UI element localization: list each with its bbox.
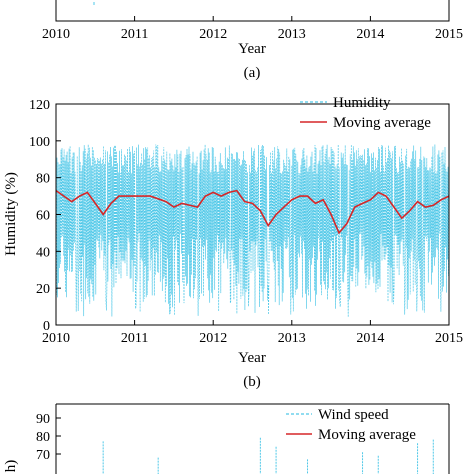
- wind-speed-series: [102, 437, 434, 474]
- humidity-trace: [55, 144, 450, 318]
- panel-a-frame: [55, 0, 450, 22]
- y-tick-label: 120: [29, 98, 50, 113]
- x-tick-label: 2014: [356, 331, 384, 346]
- panel-b-legend: Humidity Moving average: [300, 95, 431, 131]
- legend-average-label: Moving average: [333, 115, 431, 131]
- y-tick-label: 80: [36, 172, 50, 187]
- y-tick-label: 90: [36, 412, 50, 427]
- y-tick-label: 20: [36, 282, 50, 297]
- y-tick-label: 40: [36, 245, 50, 260]
- panel-a-caption: (a): [244, 65, 261, 81]
- legend-wind-label: Wind speed: [318, 407, 389, 423]
- x-tick-label: 2013: [278, 331, 306, 346]
- panel-b-y-axis-title: Humidity (%): [3, 172, 19, 256]
- panel-b-x-axis-title: Year: [238, 350, 266, 366]
- y-tick-label: 70: [36, 448, 50, 463]
- y-tick-label: 0: [43, 319, 50, 334]
- panel-b-y-ticks: 0 20 40 60 80 100 120: [29, 98, 61, 334]
- moving-average-line: [55, 189, 450, 235]
- x-tick-label: 2012: [199, 27, 227, 42]
- x-tick-label: 2010: [42, 331, 70, 346]
- panel-b: 0 20 40 60 80 100 120 2010 2011 2012 2013 2014 2015…: [3, 95, 463, 390]
- x-tick-label: 2011: [121, 27, 148, 42]
- x-tick-label: 2014: [356, 27, 384, 42]
- humidity-series: [55, 144, 450, 318]
- panel-a-x-ticks: 2010 2011 2012 2013 2014 2015: [42, 16, 463, 42]
- y-tick-label: 80: [36, 430, 50, 445]
- panel-a: 2010 2011 2012 2013 2014 2015 Year (a): [42, 0, 463, 81]
- x-tick-label: 2013: [278, 27, 306, 42]
- panel-b-x-ticks: 2010 2011 2012 2013 2014 2015: [42, 320, 463, 346]
- x-tick-label: 2010: [42, 27, 70, 42]
- panel-b-caption: (b): [243, 374, 261, 390]
- x-tick-label: 2015: [435, 27, 463, 42]
- x-tick-label: 2015: [435, 331, 463, 346]
- panel-a-x-axis-title: Year: [238, 41, 266, 57]
- panel-c: 90 80 70 h) Wind speed Moving average: [3, 403, 450, 474]
- legend-wind-average-label: Moving average: [318, 427, 416, 443]
- x-tick-label: 2012: [199, 331, 227, 346]
- legend-humidity-label: Humidity: [333, 95, 391, 111]
- panel-c-y-ticks: 90 80 70: [36, 412, 61, 463]
- x-tick-label: 2011: [121, 331, 148, 346]
- panel-c-y-axis-title-fragment: h): [3, 460, 19, 473]
- y-tick-label: 60: [36, 209, 50, 224]
- panel-c-legend: Wind speed Moving average: [286, 407, 416, 443]
- y-tick-label: 100: [29, 135, 50, 150]
